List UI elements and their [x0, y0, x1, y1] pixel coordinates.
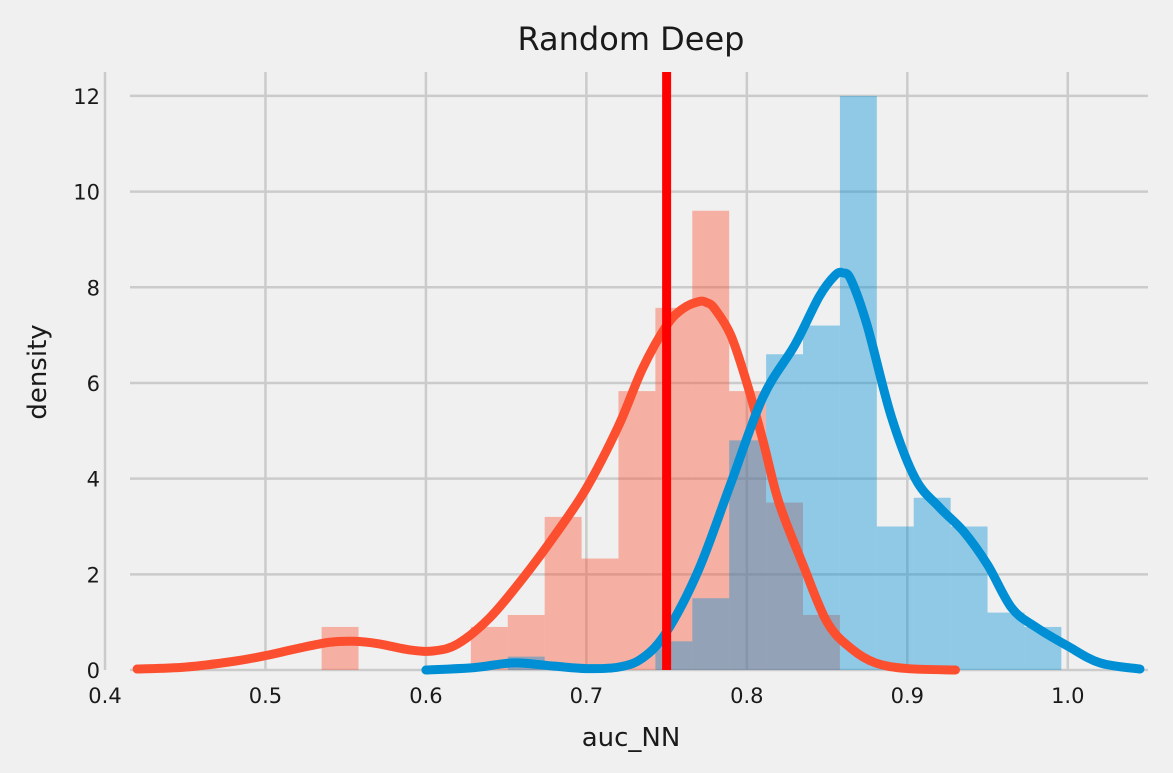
histogram-bar — [581, 558, 619, 670]
kde-curves — [132, 267, 1145, 675]
kde-curve — [132, 296, 960, 675]
y-axis-label: density — [23, 324, 53, 419]
histogram-bar — [987, 612, 1025, 670]
kde-curve — [421, 267, 1145, 675]
histogram-bar — [618, 391, 656, 670]
x-tick-label: 0.5 — [249, 684, 282, 708]
histogram-bar — [803, 614, 840, 670]
histogram-bar — [839, 95, 877, 671]
histogram-bar — [321, 626, 359, 670]
y-tick-label: 10 — [73, 181, 100, 205]
x-tick-label: 0.9 — [891, 684, 924, 708]
histogram-bar — [950, 526, 988, 670]
tick-labels: 0.4 0.5 0.6 0.7 0.8 0.9 1.0 0 2 4 6 8 10 12 — [73, 85, 1084, 708]
x-tick-label: 1.0 — [1051, 684, 1084, 708]
y-tick-label: 8 — [87, 276, 100, 300]
chart-title: Random Deep — [518, 20, 745, 58]
histogram-bar — [692, 210, 730, 670]
x-tick-label: 0.4 — [88, 684, 121, 708]
x-tick-label: 0.7 — [570, 684, 603, 708]
y-tick-label: 0 — [87, 659, 100, 683]
y-tick-label: 6 — [87, 372, 100, 396]
x-tick-label: 0.8 — [730, 684, 763, 708]
histogram-bar — [913, 497, 951, 670]
y-tick-label: 12 — [73, 85, 100, 109]
histogram-bar — [876, 526, 914, 670]
x-tick-label: 0.6 — [409, 684, 442, 708]
y-tick-label: 2 — [87, 563, 100, 587]
x-axis-label: auc_NN — [582, 723, 681, 753]
histogram-bar — [655, 307, 693, 670]
y-tick-label: 4 — [87, 468, 100, 492]
histogram-bar — [692, 598, 730, 670]
